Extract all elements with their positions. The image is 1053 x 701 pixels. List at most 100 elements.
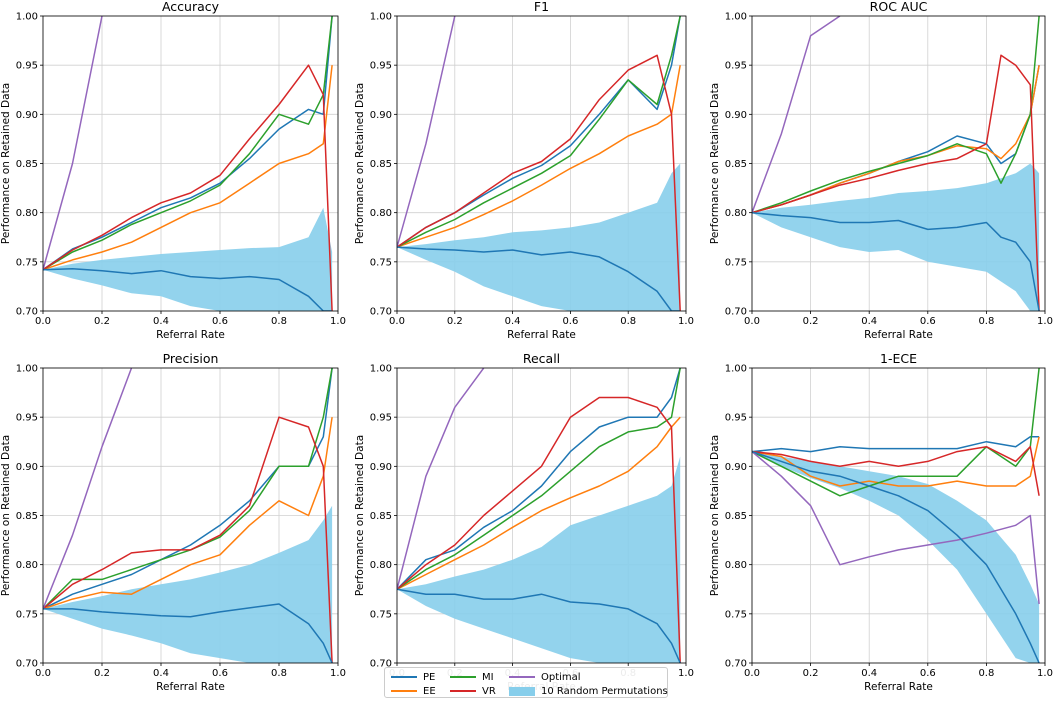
chart-recall: 0.00.20.40.60.81.00.700.750.800.850.900.… bbox=[354, 351, 694, 693]
y-tick-label: 1.00 bbox=[370, 12, 392, 23]
y-tick-label: 0.95 bbox=[370, 413, 392, 424]
series-line-pe bbox=[752, 436, 1040, 453]
x-axis-label: Referral Rate bbox=[156, 329, 225, 341]
legend-swatch-random bbox=[509, 686, 535, 696]
series-line-optimal bbox=[43, 368, 133, 610]
y-tick-label: 0.80 bbox=[370, 208, 392, 219]
x-tick-label: 0.8 bbox=[978, 668, 994, 679]
series-line-optimal bbox=[43, 16, 103, 270]
y-tick-label: 0.75 bbox=[370, 609, 392, 620]
y-tick-label: 0.80 bbox=[16, 208, 38, 219]
plot-area bbox=[397, 16, 681, 311]
x-tick-label: 0.0 bbox=[744, 668, 760, 679]
y-tick-label: 0.70 bbox=[370, 307, 392, 318]
x-tick-label: 1.0 bbox=[330, 668, 346, 679]
series-line-ee bbox=[752, 436, 1040, 487]
y-tick-label: 0.75 bbox=[16, 609, 38, 620]
series-line-mi bbox=[752, 16, 1040, 214]
legend-swatch-mi bbox=[450, 676, 476, 678]
series-line-vr bbox=[397, 396, 681, 663]
series-line-10-random-permutations bbox=[43, 603, 333, 663]
chart-title: F1 bbox=[534, 0, 549, 14]
series-line-pe bbox=[43, 16, 333, 271]
y-tick-label: 0.70 bbox=[370, 659, 392, 670]
y-tick-label: 0.85 bbox=[16, 511, 38, 522]
series-line-optimal bbox=[397, 16, 456, 248]
y-tick-label: 0.80 bbox=[16, 560, 38, 571]
series-line-10-random-permutations bbox=[397, 588, 681, 663]
plot-area bbox=[43, 16, 333, 311]
y-tick-label: 0.85 bbox=[16, 159, 38, 170]
x-tick-label: 0.2 bbox=[94, 316, 110, 327]
legend-item-pe: PE bbox=[391, 670, 435, 684]
x-tick-label: 0.4 bbox=[153, 316, 169, 327]
x-axis-label: Referral Rate bbox=[864, 681, 933, 693]
x-tick-label: 0.2 bbox=[94, 668, 110, 679]
y-tick-label: 0.95 bbox=[725, 61, 747, 72]
y-tick-label: 0.85 bbox=[725, 159, 747, 170]
y-tick-label: 0.70 bbox=[16, 659, 38, 670]
plot-area bbox=[43, 368, 333, 663]
y-tick-label: 0.90 bbox=[370, 462, 392, 473]
y-tick-label: 0.75 bbox=[16, 257, 38, 268]
x-tick-label: 0.8 bbox=[978, 316, 994, 327]
y-tick-label: 1.00 bbox=[725, 364, 747, 375]
x-tick-label: 0.4 bbox=[153, 668, 169, 679]
legend-label-ee: EE bbox=[423, 685, 436, 697]
series-line-10-random-permutations bbox=[752, 450, 1040, 663]
y-tick-label: 0.90 bbox=[16, 110, 38, 121]
band-random-permutations bbox=[752, 451, 1040, 663]
legend-swatch-pe bbox=[391, 676, 417, 678]
chart-accuracy: 0.0 0.2 0.4 0.6 0.8 1.0 0.70 0.75 0.80 0.85 0.90 0.… bbox=[0, 0, 346, 341]
series-line-ee bbox=[43, 417, 333, 610]
x-tick-label: 0.8 bbox=[271, 668, 287, 679]
y-tick-label: 0.90 bbox=[370, 110, 392, 121]
x-tick-label: 1.0 bbox=[678, 668, 694, 679]
chart-title: ROC AUC bbox=[870, 0, 928, 14]
series-line-vr bbox=[752, 54, 1040, 311]
legend-label-optimal: Optimal bbox=[541, 671, 581, 683]
y-tick-label: 1.00 bbox=[725, 12, 747, 23]
x-tick-label: 0.8 bbox=[620, 316, 636, 327]
series-line-optimal bbox=[752, 16, 841, 213]
chart-precision: 0.0 0.2 0.4 0.6 0.8 1.0 0.70 0.75 0.80 0.85 0.90 0.… bbox=[0, 351, 346, 693]
legend-swatch-ee bbox=[391, 690, 417, 692]
x-tick-label: 0.0 bbox=[35, 316, 51, 327]
y-tick-label: 1.00 bbox=[16, 364, 38, 375]
x-tick-label: 0.0 bbox=[35, 668, 51, 679]
y-tick-label: 0.95 bbox=[16, 413, 38, 424]
y-tick-label: 0.80 bbox=[370, 560, 392, 571]
y-tick-label: 0.85 bbox=[370, 511, 392, 522]
band-random-permutations bbox=[397, 163, 681, 311]
legend-label-pe: PE bbox=[423, 671, 436, 683]
x-tick-label: 0.4 bbox=[505, 316, 521, 327]
x-axis-label: Referral Rate bbox=[864, 329, 933, 341]
x-tick-label: 0.4 bbox=[861, 668, 877, 679]
legend-item-ee: EE bbox=[391, 684, 436, 698]
legend-swatch-optimal bbox=[509, 676, 535, 678]
x-tick-label: 0.0 bbox=[744, 316, 760, 327]
x-tick-label: 0.4 bbox=[861, 316, 877, 327]
y-tick-label: 0.80 bbox=[725, 208, 747, 219]
legend-item-random: 10 Random Permutations bbox=[509, 684, 668, 698]
y-axis-label: Performance on Retained Data bbox=[354, 83, 366, 244]
y-tick-label: 1.00 bbox=[370, 364, 392, 375]
chart-title: Accuracy bbox=[162, 0, 220, 14]
legend-item-mi: MI bbox=[450, 670, 494, 684]
x-tick-label: 0.6 bbox=[920, 316, 936, 327]
series-line-mi bbox=[397, 16, 681, 248]
x-tick-label: 0.6 bbox=[212, 668, 228, 679]
series-line-optimal bbox=[752, 451, 1040, 605]
chart-title: Precision bbox=[163, 351, 219, 366]
y-tick-label: 0.75 bbox=[370, 257, 392, 268]
series-line-vr bbox=[397, 54, 681, 311]
series-line-pe bbox=[397, 368, 681, 590]
legend-item-optimal: Optimal bbox=[509, 670, 581, 684]
y-tick-label: 0.90 bbox=[725, 110, 747, 121]
legend-swatch-vr bbox=[450, 690, 476, 692]
series-line-vr bbox=[43, 64, 333, 311]
series-line-ee bbox=[43, 65, 333, 271]
x-axis-label: Referral Rate bbox=[156, 681, 225, 693]
y-tick-label: 0.70 bbox=[16, 307, 38, 318]
